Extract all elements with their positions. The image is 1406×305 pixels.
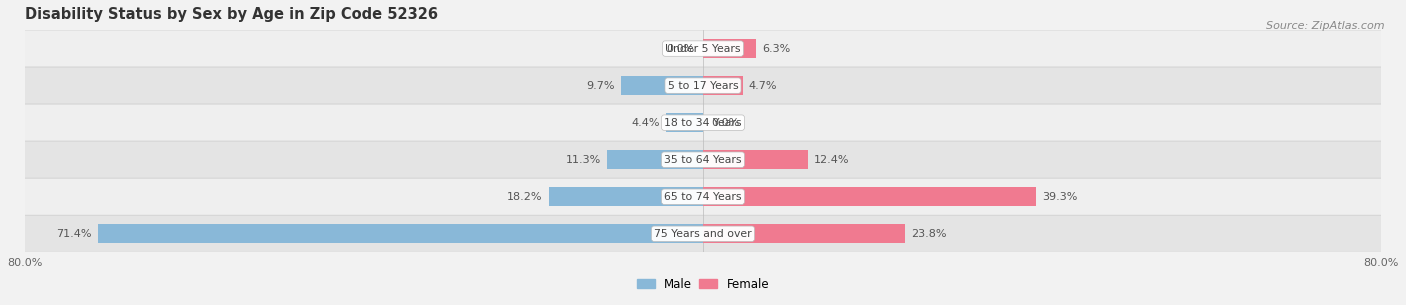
Text: 35 to 64 Years: 35 to 64 Years [664, 155, 742, 165]
Text: 4.7%: 4.7% [749, 81, 778, 91]
Text: 9.7%: 9.7% [586, 81, 614, 91]
Bar [703, 187, 1036, 206]
Text: 12.4%: 12.4% [814, 155, 849, 165]
Text: 39.3%: 39.3% [1042, 192, 1077, 202]
Bar [97, 224, 703, 243]
Text: 4.4%: 4.4% [631, 118, 659, 128]
FancyBboxPatch shape [25, 215, 1381, 252]
Text: 65 to 74 Years: 65 to 74 Years [664, 192, 742, 202]
FancyBboxPatch shape [25, 30, 1381, 67]
Text: Disability Status by Sex by Age in Zip Code 52326: Disability Status by Sex by Age in Zip C… [25, 7, 437, 22]
Text: Source: ZipAtlas.com: Source: ZipAtlas.com [1267, 21, 1385, 31]
Text: 5 to 17 Years: 5 to 17 Years [668, 81, 738, 91]
Text: 6.3%: 6.3% [762, 44, 790, 54]
Bar [548, 187, 703, 206]
Text: 75 Years and over: 75 Years and over [654, 229, 752, 239]
Text: Under 5 Years: Under 5 Years [665, 44, 741, 54]
FancyBboxPatch shape [25, 67, 1381, 104]
Bar [665, 113, 703, 132]
Bar [703, 224, 905, 243]
Text: 18 to 34 Years: 18 to 34 Years [664, 118, 742, 128]
FancyBboxPatch shape [25, 104, 1381, 141]
FancyBboxPatch shape [25, 141, 1381, 178]
Text: 0.0%: 0.0% [666, 44, 695, 54]
Bar [703, 39, 756, 58]
Bar [620, 76, 703, 95]
Text: 0.0%: 0.0% [711, 118, 740, 128]
Bar [703, 150, 808, 169]
Text: 18.2%: 18.2% [508, 192, 543, 202]
Legend: Male, Female: Male, Female [633, 273, 773, 295]
Bar [703, 76, 742, 95]
FancyBboxPatch shape [25, 178, 1381, 215]
Text: 23.8%: 23.8% [911, 229, 946, 239]
Text: 71.4%: 71.4% [56, 229, 91, 239]
Text: 11.3%: 11.3% [567, 155, 602, 165]
Bar [607, 150, 703, 169]
